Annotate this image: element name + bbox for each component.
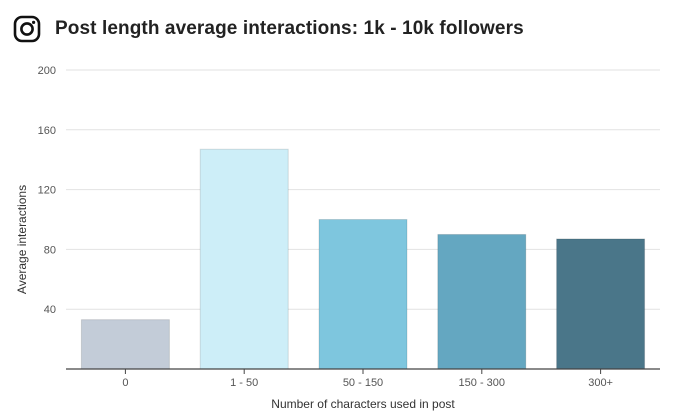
instagram-icon [13, 15, 41, 43]
bars [80, 148, 646, 370]
bar [80, 319, 170, 370]
x-tick-label: 300+ [588, 377, 613, 389]
bar [556, 238, 646, 370]
bar [318, 219, 408, 370]
y-tick-label: 120 [38, 185, 56, 197]
x-tick-label: 50 - 150 [343, 377, 383, 389]
x-axis-label: Number of characters used in post [271, 397, 455, 411]
y-tick-label: 80 [44, 244, 56, 256]
x-tick-label: 0 [122, 377, 128, 389]
y-tick-label: 40 [44, 304, 56, 316]
y-tick-label: 200 [38, 65, 56, 77]
bar [199, 148, 289, 370]
y-axis-ticks: 40 80 120 160 200 [38, 65, 56, 316]
bar [437, 233, 527, 370]
y-tick-label: 160 [38, 125, 56, 137]
chart-header: Post length average interactions: 1k - 1… [13, 12, 524, 46]
x-tick-label: 150 - 300 [459, 377, 505, 389]
y-axis-label: Average interactions [15, 185, 29, 294]
x-axis-ticks: 0 1 - 50 50 - 150 150 - 300 300+ [122, 369, 613, 389]
x-tick-label: 1 - 50 [230, 377, 258, 389]
chart-title: Post length average interactions: 1k - 1… [55, 18, 524, 39]
